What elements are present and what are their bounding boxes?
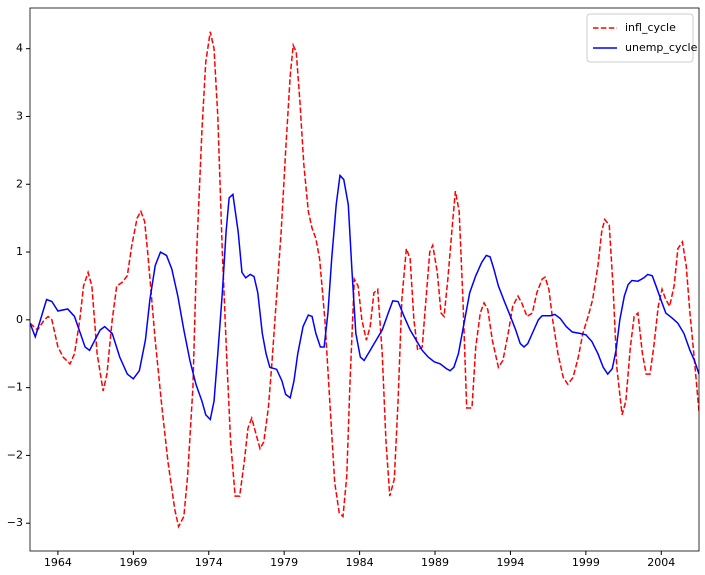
series-line xyxy=(30,173,699,422)
legend-box xyxy=(586,13,694,63)
x-tick-label: 1969 xyxy=(119,556,147,569)
y-tick-label: −1 xyxy=(7,381,23,394)
x-tick-label: 1994 xyxy=(496,556,524,569)
x-tick-label: 1964 xyxy=(44,556,72,569)
y-tick-label: −2 xyxy=(7,448,23,461)
y-tick-label: 1 xyxy=(16,245,23,258)
y-tick-label: 0 xyxy=(16,313,23,326)
x-tick-label: 1989 xyxy=(421,556,449,569)
y-tick-label: 4 xyxy=(16,42,23,55)
legend-label: infl_cycle xyxy=(625,21,676,34)
series-line xyxy=(30,31,699,529)
y-tick-label: 2 xyxy=(16,177,23,190)
x-tick-label: 1984 xyxy=(346,556,374,569)
y-tick-label: 3 xyxy=(16,109,23,122)
x-tick-label: 1979 xyxy=(270,556,298,569)
x-tick-label: 2004 xyxy=(647,556,675,569)
plot-frame xyxy=(29,7,700,552)
x-tick-label: 1974 xyxy=(195,556,223,569)
x-tick-label: 1999 xyxy=(572,556,600,569)
y-tick-label: −3 xyxy=(7,516,23,529)
legend-label: unemp_cycle xyxy=(625,41,698,54)
